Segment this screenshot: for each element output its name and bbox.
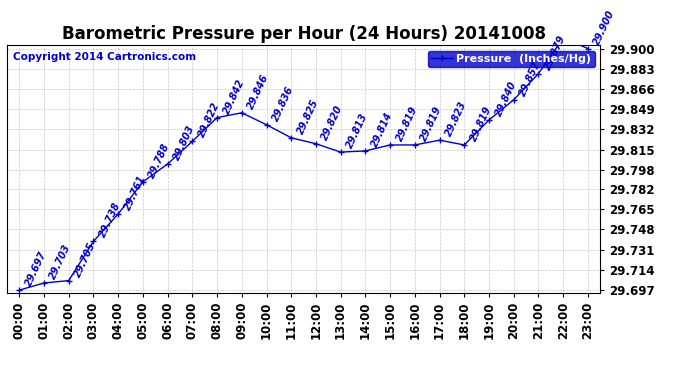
Pressure  (Inches/Hg): [287, 136, 295, 140]
Pressure  (Inches/Hg): [411, 143, 419, 147]
Text: 29.738: 29.738: [97, 201, 123, 239]
Title: Barometric Pressure per Hour (24 Hours) 20141008: Barometric Pressure per Hour (24 Hours) …: [61, 26, 546, 44]
Text: 29.823: 29.823: [444, 100, 469, 138]
Text: 29.819: 29.819: [469, 105, 493, 143]
Pressure  (Inches/Hg): [534, 71, 542, 76]
Pressure  (Inches/Hg): [485, 118, 493, 122]
Pressure  (Inches/Hg): [262, 123, 270, 127]
Text: 29.909: 29.909: [0, 374, 1, 375]
Text: 29.705: 29.705: [73, 240, 98, 278]
Pressure  (Inches/Hg): [188, 139, 197, 144]
Pressure  (Inches/Hg): [584, 46, 592, 51]
Pressure  (Inches/Hg): [237, 111, 246, 115]
Text: 29.803: 29.803: [172, 124, 197, 162]
Text: 29.814: 29.814: [370, 111, 395, 149]
Pressure  (Inches/Hg): [312, 141, 320, 146]
Text: 29.761: 29.761: [122, 174, 147, 212]
Line: Pressure  (Inches/Hg): Pressure (Inches/Hg): [17, 35, 591, 293]
Text: 29.857: 29.857: [518, 59, 543, 98]
Pressure  (Inches/Hg): [386, 143, 394, 147]
Text: 29.813: 29.813: [345, 112, 370, 150]
Text: 29.819: 29.819: [394, 105, 420, 143]
Text: 29.697: 29.697: [23, 250, 48, 288]
Pressure  (Inches/Hg): [559, 36, 567, 40]
Text: 29.703: 29.703: [48, 243, 73, 281]
Text: 29.836: 29.836: [270, 84, 295, 123]
Pressure  (Inches/Hg): [65, 278, 73, 283]
Pressure  (Inches/Hg): [114, 212, 122, 216]
Pressure  (Inches/Hg): [15, 288, 23, 292]
Text: 29.788: 29.788: [147, 141, 172, 180]
Legend: Pressure  (Inches/Hg): Pressure (Inches/Hg): [428, 51, 595, 67]
Pressure  (Inches/Hg): [435, 138, 444, 142]
Pressure  (Inches/Hg): [460, 143, 469, 147]
Text: 29.825: 29.825: [295, 98, 320, 136]
Text: 29.879: 29.879: [542, 33, 568, 71]
Text: 29.842: 29.842: [221, 77, 246, 116]
Pressure  (Inches/Hg): [213, 116, 221, 120]
Pressure  (Inches/Hg): [164, 162, 172, 166]
Pressure  (Inches/Hg): [510, 98, 518, 102]
Text: Copyright 2014 Cartronics.com: Copyright 2014 Cartronics.com: [13, 53, 196, 62]
Text: 29.822: 29.822: [197, 101, 221, 139]
Text: 29.900: 29.900: [592, 8, 617, 46]
Pressure  (Inches/Hg): [89, 239, 97, 244]
Text: 29.846: 29.846: [246, 72, 271, 111]
Text: 29.820: 29.820: [320, 104, 345, 142]
Pressure  (Inches/Hg): [337, 150, 345, 154]
Text: 29.819: 29.819: [419, 105, 444, 143]
Pressure  (Inches/Hg): [139, 180, 147, 184]
Text: 29.840: 29.840: [493, 80, 518, 118]
Pressure  (Inches/Hg): [40, 281, 48, 285]
Pressure  (Inches/Hg): [362, 148, 370, 153]
